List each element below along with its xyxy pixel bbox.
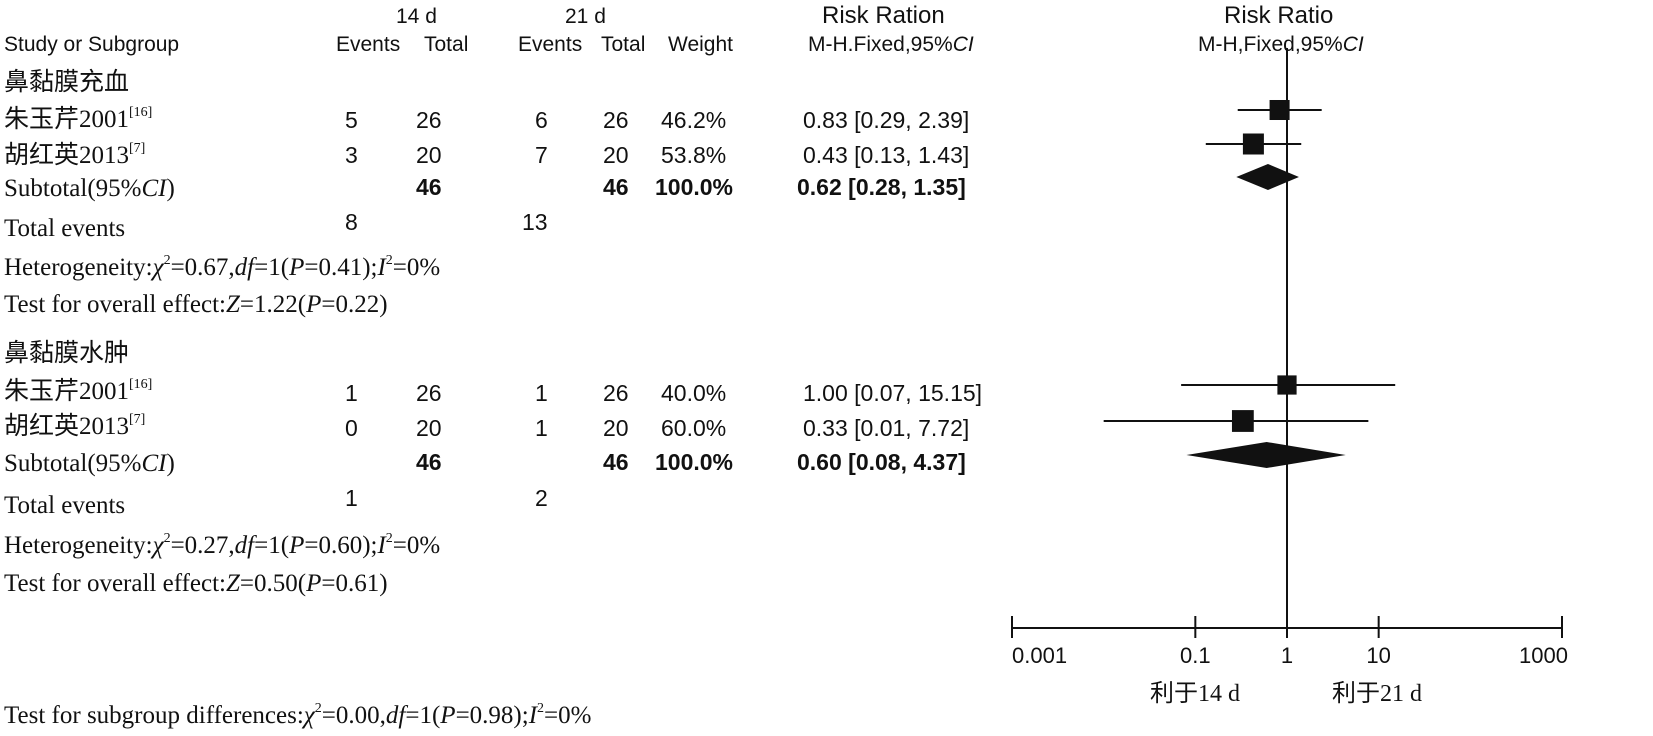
subtotal-weight: 100.0%	[655, 174, 734, 200]
total-events-label: Total events	[4, 215, 126, 242]
total-events-value: 1	[345, 485, 358, 511]
rr-value: 0.43 [0.13, 1.43]	[803, 142, 970, 168]
study-label: 朱玉芹2001[16]	[4, 105, 153, 133]
events-value: 5	[345, 107, 358, 133]
x-tick-label: 0.1	[1180, 643, 1211, 668]
total-events-value: 2	[535, 485, 548, 511]
total-value: 20	[603, 142, 629, 168]
x-tick-label: 10	[1366, 643, 1390, 668]
events-value: 1	[345, 380, 358, 406]
subtotal-total: 46	[416, 449, 442, 475]
total-value: 26	[416, 380, 442, 406]
study-label: 朱玉芹2001[16]	[4, 377, 153, 405]
subgroup-title: 鼻黏膜水肿	[4, 340, 130, 367]
rr-value: 0.83 [0.29, 2.39]	[803, 107, 970, 133]
x-tick-label: 1	[1281, 643, 1293, 668]
rr-column-method: M-H.Fixed,95%CI	[808, 33, 974, 56]
events-value: 1	[535, 415, 548, 441]
subtotal-rr: 0.62 [0.28, 1.35]	[797, 174, 966, 200]
subtotal-total: 46	[416, 174, 442, 200]
group1-header: 14 d	[396, 5, 437, 28]
plot-method: M-H,Fixed,95%CI	[1198, 33, 1364, 56]
subtotal-weight: 100.0%	[655, 449, 734, 475]
events-value: 0	[345, 415, 358, 441]
total-events-label: Total events	[4, 492, 126, 519]
events-header-2: Events	[518, 33, 583, 56]
total-events-value: 8	[345, 209, 358, 235]
x-tick-label: 1000	[1519, 643, 1568, 668]
total-events-value: 13	[522, 209, 548, 235]
effect-square	[1277, 375, 1297, 395]
study-label: 胡红英2013[7]	[4, 141, 146, 169]
total-value: 26	[603, 380, 629, 406]
events-value: 1	[535, 380, 548, 406]
overall-effect-text: Test for overall effect:Z=1.22(P=0.22)	[4, 291, 388, 318]
effect-square	[1269, 99, 1290, 121]
study-column-header: Study or Subgroup	[4, 33, 180, 56]
subtotal-diamond	[1186, 442, 1346, 468]
weight-header: Weight	[668, 33, 733, 56]
subtotal-total: 46	[603, 449, 629, 475]
favours-right-label: 利于21 d	[1332, 680, 1422, 707]
overall-effect-text: Test for overall effect:Z=0.50(P=0.61)	[4, 570, 388, 597]
effect-square	[1242, 133, 1264, 155]
total-value: 26	[416, 107, 442, 133]
total-value: 20	[416, 142, 442, 168]
weight-value: 40.0%	[661, 380, 727, 406]
subtotal-diamond	[1236, 164, 1299, 190]
events-header-1: Events	[336, 33, 401, 56]
rr-column-title: Risk Ration	[822, 2, 945, 29]
weight-value: 60.0%	[661, 415, 727, 441]
total-value: 20	[416, 415, 442, 441]
subgroup-differences-text: Test for subgroup differences:χ2=0.00,df…	[4, 701, 592, 729]
weight-value: 53.8%	[661, 142, 727, 168]
subtotal-label: Subtotal(95%CI)	[4, 175, 175, 202]
subtotal-label: Subtotal(95%CI)	[4, 450, 175, 477]
study-label: 胡红英2013[7]	[4, 412, 146, 440]
subgroup-title: 鼻黏膜充血	[4, 69, 130, 96]
events-value: 7	[535, 142, 548, 168]
rr-value: 0.33 [0.01, 7.72]	[803, 415, 970, 441]
total-value: 26	[603, 107, 629, 133]
weight-value: 46.2%	[661, 107, 727, 133]
plot-title: Risk Ratio	[1224, 2, 1334, 29]
total-header-2: Total	[601, 33, 646, 56]
group2-header: 21 d	[565, 5, 606, 28]
events-value: 3	[345, 142, 358, 168]
effect-square	[1231, 410, 1254, 432]
rr-value: 1.00 [0.07, 15.15]	[803, 380, 983, 406]
total-header-1: Total	[424, 33, 469, 56]
events-value: 6	[535, 107, 548, 133]
total-value: 20	[603, 415, 629, 441]
subtotal-rr: 0.60 [0.08, 4.37]	[797, 449, 966, 475]
heterogeneity-text: Heterogeneity:χ2=0.27,df=1(P=0.60);I2=0%	[4, 531, 441, 559]
favours-left-label: 利于14 d	[1150, 680, 1240, 707]
x-tick-label: 0.001	[1012, 643, 1067, 668]
subtotal-total: 46	[603, 174, 629, 200]
heterogeneity-text: Heterogeneity:χ2=0.67,df=1(P=0.41);I2=0%	[4, 253, 441, 281]
